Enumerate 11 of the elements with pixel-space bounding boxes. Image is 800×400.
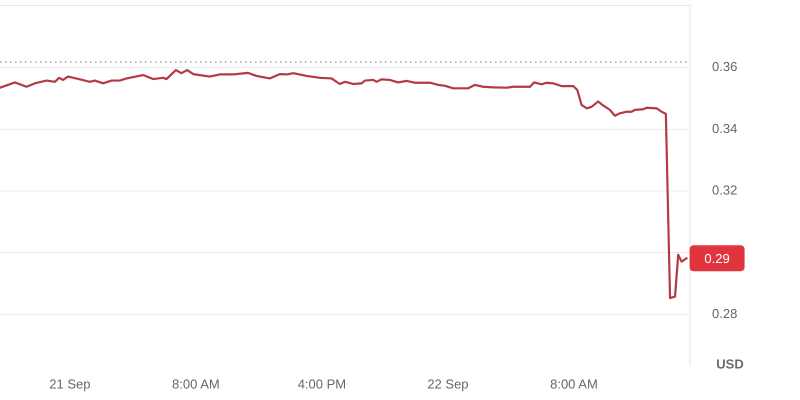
- annotation: 0.29: [704, 250, 730, 266]
- x-tick-label: 8:00 AM: [550, 376, 598, 392]
- y-tick-label: 0.36: [712, 59, 738, 74]
- y-tick-label: 0.32: [712, 182, 738, 198]
- y-axis-title: USD: [716, 356, 744, 372]
- x-tick-label: 4:00 PM: [298, 376, 346, 392]
- y-tick-label: 0.28: [712, 306, 738, 321]
- x-tick-label: 21 Sep: [49, 376, 90, 392]
- x-tick-label: 8:00 AM: [172, 376, 220, 392]
- x-tick-label: 22 Sep: [427, 376, 469, 392]
- y-tick-label: 0.34: [712, 120, 738, 136]
